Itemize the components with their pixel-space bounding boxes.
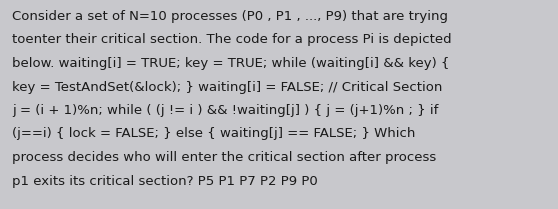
Text: below. waiting[i] = TRUE; key = TRUE; while (waiting[i] && key) {: below. waiting[i] = TRUE; key = TRUE; wh… [12, 57, 450, 70]
Text: (j==i) { lock = FALSE; } else { waiting[j] == FALSE; } Which: (j==i) { lock = FALSE; } else { waiting[… [12, 127, 415, 140]
Text: j = (i + 1)%n; while ( (j != i ) && !waiting[j] ) { j = (j+1)%n ; } if: j = (i + 1)%n; while ( (j != i ) && !wai… [12, 104, 439, 117]
Text: p1 exits its critical section? P5 P1 P7 P2 P9 P0: p1 exits its critical section? P5 P1 P7 … [12, 175, 318, 187]
Text: toenter their critical section. The code for a process Pi is depicted: toenter their critical section. The code… [12, 33, 451, 46]
Text: process decides who will enter the critical section after process: process decides who will enter the criti… [12, 151, 436, 164]
Text: key = TestAndSet(&lock); } waiting[i] = FALSE; // Critical Section: key = TestAndSet(&lock); } waiting[i] = … [12, 80, 442, 93]
Text: Consider a set of N=10 processes (P0 , P1 , ..., P9) that are trying: Consider a set of N=10 processes (P0 , P… [12, 10, 448, 23]
